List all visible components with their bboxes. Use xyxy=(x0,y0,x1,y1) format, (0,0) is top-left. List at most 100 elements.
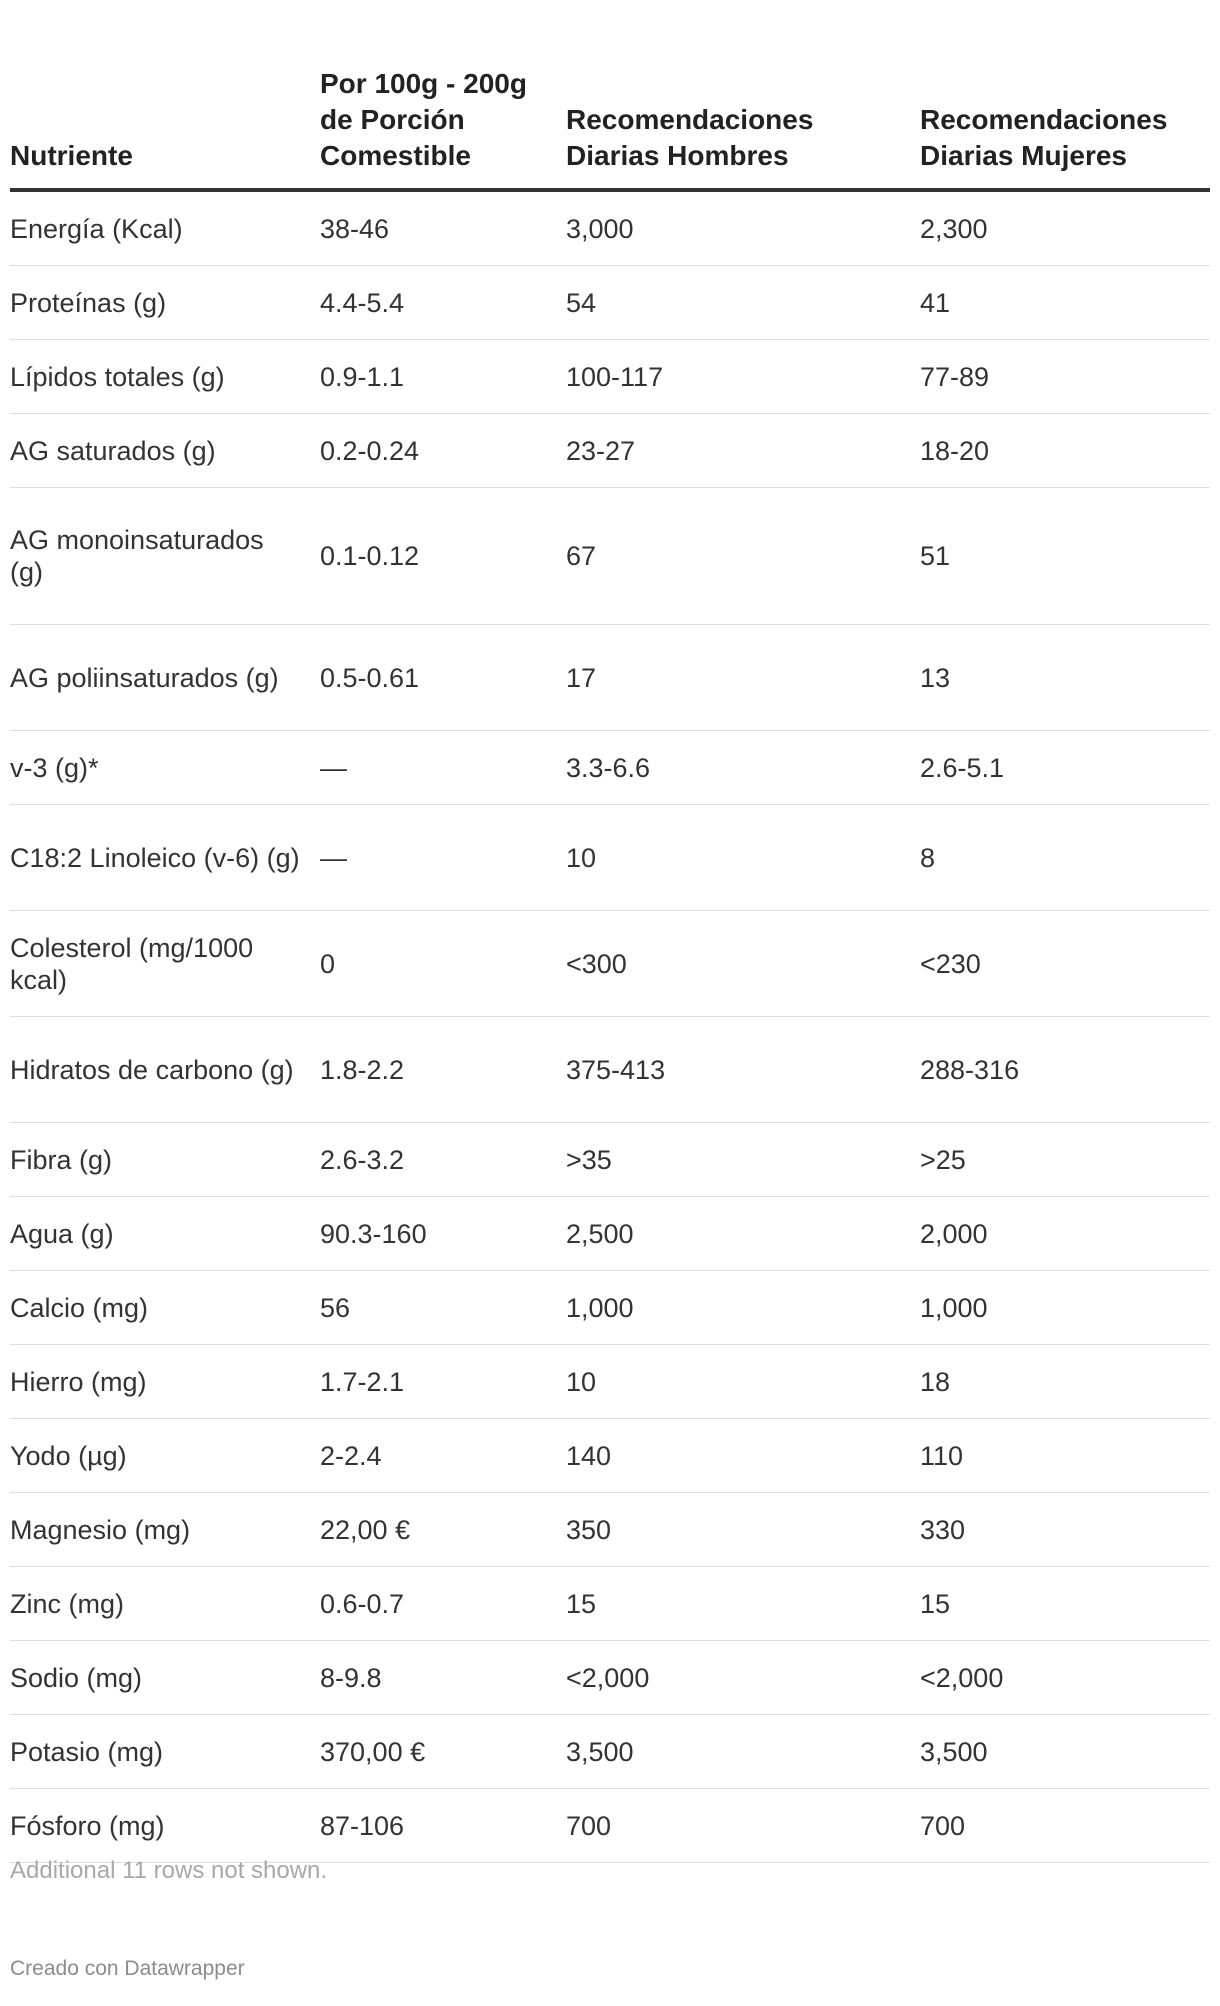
portion-cell: 56 xyxy=(320,1270,566,1345)
table-row: Lípidos totales (g) 0.9-1.1 100-117 77-8… xyxy=(10,339,1210,414)
portion-cell: 0.1-0.12 xyxy=(320,487,566,625)
table-row: Magnesio (mg) 22,00 € 350 330 xyxy=(10,1492,1210,1567)
table-row: Fibra (g) 2.6-3.2 >35 >25 xyxy=(10,1122,1210,1197)
women-cell: 288-316 xyxy=(920,1016,1210,1123)
women-cell: 51 xyxy=(920,487,1210,625)
portion-cell: 38-46 xyxy=(320,190,566,266)
portion-cell: — xyxy=(320,730,566,805)
nutrition-table-container: Nutriente Por 100g - 200g de Porción Com… xyxy=(10,0,1210,1863)
men-cell: >35 xyxy=(566,1122,920,1197)
nutrient-cell: C18:2 Linoleico (v-6) (g) xyxy=(10,804,320,911)
men-cell: 3,500 xyxy=(566,1714,920,1789)
rows-not-shown-notice: Additional 11 rows not shown. xyxy=(10,1857,328,1884)
nutrient-cell: Fósforo (mg) xyxy=(10,1788,320,1863)
nutrient-cell: Agua (g) xyxy=(10,1196,320,1271)
portion-cell: 0.9-1.1 xyxy=(320,339,566,414)
portion-cell: 4.4-5.4 xyxy=(320,265,566,340)
portion-cell: 1.7-2.1 xyxy=(320,1344,566,1419)
table-row: C18:2 Linoleico (v-6) (g) — 10 8 xyxy=(10,804,1210,911)
men-cell: 10 xyxy=(566,804,920,911)
women-cell: <230 xyxy=(920,910,1210,1017)
portion-cell: 2.6-3.2 xyxy=(320,1122,566,1197)
table-row: AG poliinsaturados (g) 0.5-0.61 17 13 xyxy=(10,624,1210,731)
table-row: AG monoinsaturados (g) 0.1-0.12 67 51 xyxy=(10,487,1210,625)
nutrient-cell: Calcio (mg) xyxy=(10,1270,320,1345)
nutrient-cell: AG saturados (g) xyxy=(10,413,320,488)
portion-cell: 0.5-0.61 xyxy=(320,624,566,731)
portion-cell: 0 xyxy=(320,910,566,1017)
women-cell: <2,000 xyxy=(920,1640,1210,1715)
nutrient-cell: Proteínas (g) xyxy=(10,265,320,340)
nutrient-cell: Fibra (g) xyxy=(10,1122,320,1197)
portion-cell: 8-9.8 xyxy=(320,1640,566,1715)
table-row: Proteínas (g) 4.4-5.4 54 41 xyxy=(10,265,1210,340)
nutrient-cell: Lípidos totales (g) xyxy=(10,339,320,414)
men-cell: 3,000 xyxy=(566,190,920,266)
header-row: Nutriente Por 100g - 200g de Porción Com… xyxy=(10,0,1210,192)
women-cell: 2,000 xyxy=(920,1196,1210,1271)
women-cell: 18 xyxy=(920,1344,1210,1419)
nutrient-cell: Zinc (mg) xyxy=(10,1566,320,1641)
men-cell: <2,000 xyxy=(566,1640,920,1715)
men-cell: 375-413 xyxy=(566,1016,920,1123)
men-cell: 67 xyxy=(566,487,920,625)
women-cell: 41 xyxy=(920,265,1210,340)
table-row: AG saturados (g) 0.2-0.24 23-27 18-20 xyxy=(10,413,1210,488)
women-cell: 18-20 xyxy=(920,413,1210,488)
nutrition-table: Nutriente Por 100g - 200g de Porción Com… xyxy=(10,0,1210,1863)
women-cell: 15 xyxy=(920,1566,1210,1641)
table-row: Yodo (µg) 2-2.4 140 110 xyxy=(10,1418,1210,1493)
portion-cell: — xyxy=(320,804,566,911)
women-cell: 77-89 xyxy=(920,339,1210,414)
table-row: v-3 (g)* — 3.3-6.6 2.6-5.1 xyxy=(10,730,1210,805)
men-cell: 23-27 xyxy=(566,413,920,488)
men-cell: 10 xyxy=(566,1344,920,1419)
table-row: Energía (Kcal) 38-46 3,000 2,300 xyxy=(10,190,1210,266)
nutrient-cell: Hidratos de carbono (g) xyxy=(10,1016,320,1123)
women-cell: 330 xyxy=(920,1492,1210,1567)
portion-cell: 370,00 € xyxy=(320,1714,566,1789)
nutrient-cell: Magnesio (mg) xyxy=(10,1492,320,1567)
portion-cell: 2-2.4 xyxy=(320,1418,566,1493)
women-cell: 13 xyxy=(920,624,1210,731)
table-row: Sodio (mg) 8-9.8 <2,000 <2,000 xyxy=(10,1640,1210,1715)
table-row: Potasio (mg) 370,00 € 3,500 3,500 xyxy=(10,1714,1210,1789)
women-cell: >25 xyxy=(920,1122,1210,1197)
portion-cell: 90.3-160 xyxy=(320,1196,566,1271)
nutrient-cell: v-3 (g)* xyxy=(10,730,320,805)
portion-cell: 87-106 xyxy=(320,1788,566,1863)
portion-cell: 0.2-0.24 xyxy=(320,413,566,488)
women-cell: 2.6-5.1 xyxy=(920,730,1210,805)
nutrient-cell: Sodio (mg) xyxy=(10,1640,320,1715)
women-cell: 110 xyxy=(920,1418,1210,1493)
column-header-hombres[interactable]: Recomendaciones Diarias Hombres xyxy=(566,0,920,192)
table-row: Fósforo (mg) 87-106 700 700 xyxy=(10,1788,1210,1863)
nutrient-cell: Colesterol (mg/1000 kcal) xyxy=(10,910,320,1017)
men-cell: 700 xyxy=(566,1788,920,1863)
men-cell: 54 xyxy=(566,265,920,340)
datawrapper-credit: Creado con Datawrapper xyxy=(10,1957,245,1980)
men-cell: 2,500 xyxy=(566,1196,920,1271)
nutrient-cell: Potasio (mg) xyxy=(10,1714,320,1789)
men-cell: <300 xyxy=(566,910,920,1017)
column-header-por-100g[interactable]: Por 100g - 200g de Porción Comestible xyxy=(320,0,566,192)
nutrient-cell: AG monoinsaturados (g) xyxy=(10,487,320,625)
portion-cell: 22,00 € xyxy=(320,1492,566,1567)
table-row: Hidratos de carbono (g) 1.8-2.2 375-413 … xyxy=(10,1016,1210,1123)
women-cell: 8 xyxy=(920,804,1210,911)
women-cell: 3,500 xyxy=(920,1714,1210,1789)
men-cell: 3.3-6.6 xyxy=(566,730,920,805)
men-cell: 17 xyxy=(566,624,920,731)
nutrient-cell: Energía (Kcal) xyxy=(10,190,320,266)
column-header-mujeres[interactable]: Recomendaciones Diarias Mujeres xyxy=(920,0,1210,192)
men-cell: 100-117 xyxy=(566,339,920,414)
nutrient-cell: Yodo (µg) xyxy=(10,1418,320,1493)
column-header-nutriente[interactable]: Nutriente xyxy=(10,0,320,192)
men-cell: 350 xyxy=(566,1492,920,1567)
table-row: Zinc (mg) 0.6-0.7 15 15 xyxy=(10,1566,1210,1641)
portion-cell: 1.8-2.2 xyxy=(320,1016,566,1123)
women-cell: 1,000 xyxy=(920,1270,1210,1345)
table-row: Colesterol (mg/1000 kcal) 0 <300 <230 xyxy=(10,910,1210,1017)
nutrient-cell: AG poliinsaturados (g) xyxy=(10,624,320,731)
men-cell: 15 xyxy=(566,1566,920,1641)
